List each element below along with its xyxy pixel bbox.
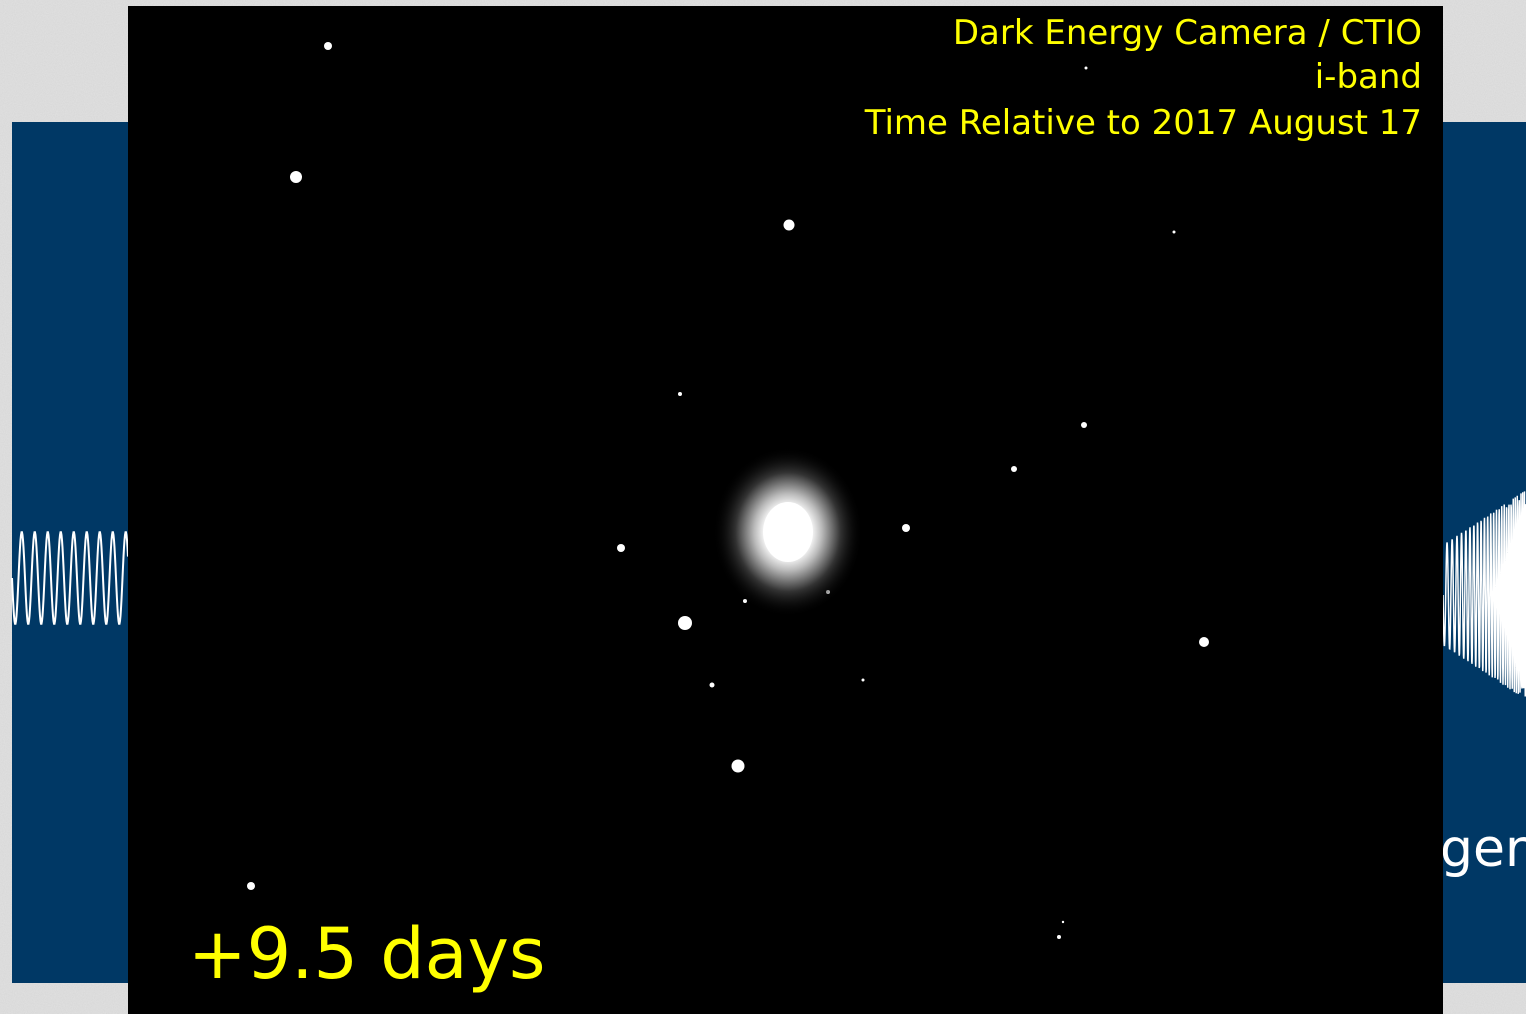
star — [1011, 466, 1017, 472]
star — [1172, 230, 1176, 234]
time-reference: Time Relative to 2017 August 17 — [864, 103, 1422, 143]
star — [1057, 935, 1061, 939]
star — [731, 759, 745, 773]
band-label: i-band — [1315, 57, 1422, 97]
star — [678, 392, 682, 396]
star — [1061, 920, 1065, 924]
star — [617, 544, 625, 552]
stars — [247, 42, 1209, 939]
slide-text: ger — [1440, 819, 1526, 879]
star — [861, 678, 865, 682]
star — [324, 42, 332, 50]
star — [902, 524, 910, 532]
star — [290, 171, 302, 183]
camera-label: Dark Energy Camera / CTIO — [953, 13, 1422, 53]
waveform-left — [11, 531, 129, 625]
star — [1081, 422, 1087, 428]
waveform-right — [1442, 491, 1526, 697]
galaxy-core — [763, 502, 813, 562]
star — [1084, 66, 1088, 70]
star — [247, 882, 255, 890]
star — [1199, 637, 1209, 647]
star — [709, 682, 715, 688]
elapsed-time: +9.5 days — [188, 913, 545, 995]
star — [678, 616, 692, 630]
star — [783, 219, 795, 231]
